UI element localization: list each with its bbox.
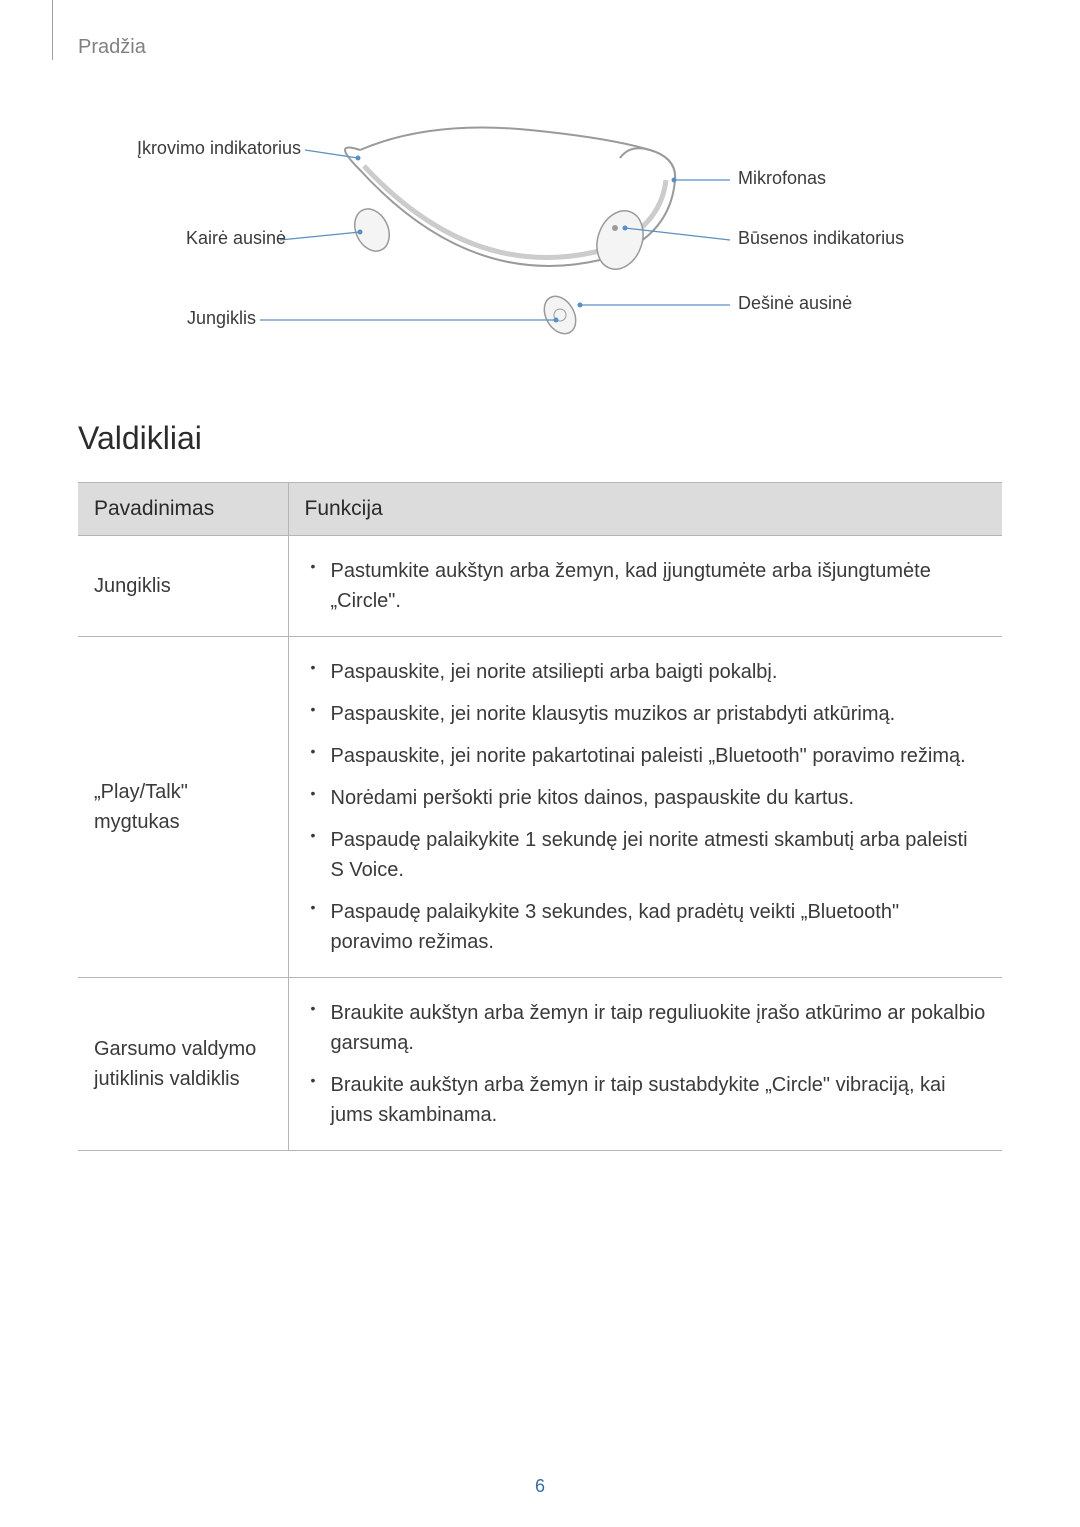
list-item: Paspaudę palaikykite 3 sekundes, kad pra…: [305, 891, 987, 963]
controls-table: Pavadinimas Funkcija JungiklisPastumkite…: [78, 482, 1002, 1151]
device-diagram: Įkrovimo indikatorius Kairė ausinė Jungi…: [130, 110, 950, 370]
list-item: Braukite aukštyn arba žemyn ir taip regu…: [305, 992, 987, 1064]
list-item: Pastumkite aukštyn arba žemyn, kad įjung…: [305, 550, 987, 622]
list-item: Norėdami peršokti prie kitos dainos, pas…: [305, 777, 987, 819]
col-header-func: Funkcija: [288, 483, 1002, 536]
page-edge-divider: [52, 0, 53, 60]
cell-name: Garsumo valdymo jutiklinis valdiklis: [78, 978, 288, 1151]
breadcrumb: Pradžia: [78, 36, 146, 59]
label-status-indicator: Būsenos indikatorius: [738, 228, 904, 249]
table-header-row: Pavadinimas Funkcija: [78, 483, 1002, 536]
label-charge-indicator: Įkrovimo indikatorius: [136, 138, 301, 159]
label-microphone: Mikrofonas: [738, 168, 826, 189]
list-item: Paspaudę palaikykite 1 sekundę jei norit…: [305, 819, 987, 891]
table-row: JungiklisPastumkite aukštyn arba žemyn, …: [78, 536, 1002, 637]
list-item: Paspauskite, jei norite atsiliepti arba …: [305, 651, 987, 693]
cell-function: Pastumkite aukštyn arba žemyn, kad įjung…: [288, 536, 1002, 637]
label-switch: Jungiklis: [186, 308, 256, 329]
controls-table-wrap: Pavadinimas Funkcija JungiklisPastumkite…: [78, 482, 1002, 1151]
cell-name: Jungiklis: [78, 536, 288, 637]
list-item: Braukite aukštyn arba žemyn ir taip sust…: [305, 1064, 987, 1136]
label-right-earbud: Dešinė ausinė: [738, 293, 852, 314]
label-left-earbud: Kairė ausinė: [186, 228, 276, 249]
table-row: Garsumo valdymo jutiklinis valdiklisBrau…: [78, 978, 1002, 1151]
function-list: Pastumkite aukštyn arba žemyn, kad įjung…: [305, 550, 987, 622]
section-heading: Valdikliai: [78, 420, 202, 457]
col-header-name: Pavadinimas: [78, 483, 288, 536]
function-list: Paspauskite, jei norite atsiliepti arba …: [305, 651, 987, 963]
cell-name: „Play/Talk" mygtukas: [78, 637, 288, 978]
page-number: 6: [0, 1476, 1080, 1497]
table-row: „Play/Talk" mygtukas Paspauskite, jei nor…: [78, 637, 1002, 978]
list-item: Paspauskite, jei norite klausytis muziko…: [305, 693, 987, 735]
cell-function: Braukite aukštyn arba žemyn ir taip regu…: [288, 978, 1002, 1151]
cell-function: Paspauskite, jei norite atsiliepti arba …: [288, 637, 1002, 978]
list-item: Paspauskite, jei norite pakartotinai pal…: [305, 735, 987, 777]
function-list: Braukite aukštyn arba žemyn ir taip regu…: [305, 992, 987, 1136]
